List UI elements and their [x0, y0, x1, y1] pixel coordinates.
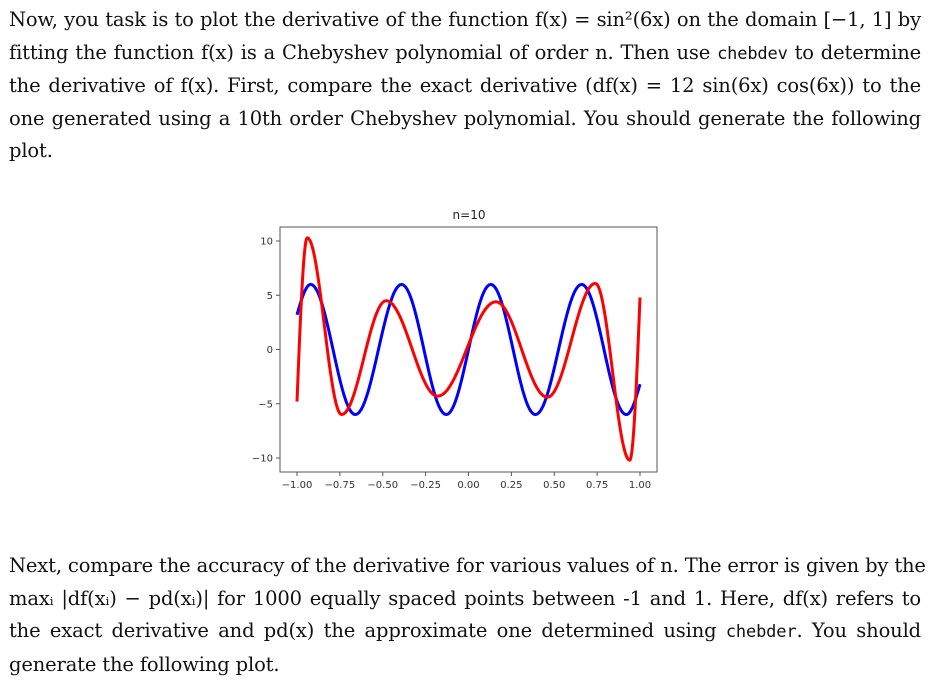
svg-text:0: 0 [267, 345, 273, 356]
svg-text:−5: −5 [258, 399, 273, 410]
svg-text:1.00: 1.00 [629, 480, 651, 491]
svg-text:−10: −10 [252, 454, 273, 465]
svg-text:−0.50: −0.50 [367, 480, 398, 491]
text-line: fitting the function f(x) is a Chebyshev… [9, 40, 921, 64]
exact-derivative-curve [295, 282, 642, 417]
inline-code: chebdev [717, 43, 788, 64]
text-line: the exact derivative and pd(x) the appro… [9, 619, 921, 642]
text-line: generate the following plot. [9, 652, 280, 676]
svg-text:0.25: 0.25 [500, 480, 522, 491]
chart-title: n=10 [453, 208, 486, 222]
svg-text:−0.25: −0.25 [410, 480, 441, 491]
paragraph-accuracy-comparison: Next, compare the accuracy of the deriva… [9, 550, 926, 681]
text-line: the derivative of f(x). First, compare t… [9, 74, 921, 97]
svg-text:−0.75: −0.75 [325, 480, 356, 491]
svg-text:0.00: 0.00 [457, 480, 479, 491]
chebyshev-derivative-curve [295, 236, 642, 462]
svg-text:10: 10 [260, 237, 273, 248]
line-chart: n=10 −1.00 −0.75 −0.50 −0.25 0.00 0.25 0.50 0.7… [252, 208, 658, 491]
inline-code: chebder [725, 622, 797, 642]
plot-curves [295, 236, 642, 462]
svg-text:0.50: 0.50 [543, 480, 565, 491]
svg-text:0.75: 0.75 [586, 480, 608, 491]
text-line: Now, you task is to plot the derivative … [9, 8, 921, 31]
text-line: maxᵢ |df(xᵢ) − pd(xᵢ)| for 1000 equally … [9, 586, 921, 610]
text-line: one generated using a 10th order Chebysh… [9, 106, 921, 130]
x-axis-ticks: −1.00 −0.75 −0.50 −0.25 0.00 0.25 0.50 0.75 1.00 [282, 472, 651, 491]
svg-text:5: 5 [267, 291, 273, 302]
svg-text:−1.00: −1.00 [282, 480, 313, 491]
text-line: plot. [9, 139, 53, 162]
y-axis-ticks: 10 5 0 −5 −10 [252, 237, 280, 465]
text-line: Next, compare the accuracy of the deriva… [9, 554, 926, 577]
paragraph-task-description: Now, you task is to plot the derivative … [9, 4, 921, 168]
derivative-comparison-figure: n=10 −1.00 −0.75 −0.50 −0.25 0.00 0.25 0.50 0.7… [240, 200, 670, 500]
